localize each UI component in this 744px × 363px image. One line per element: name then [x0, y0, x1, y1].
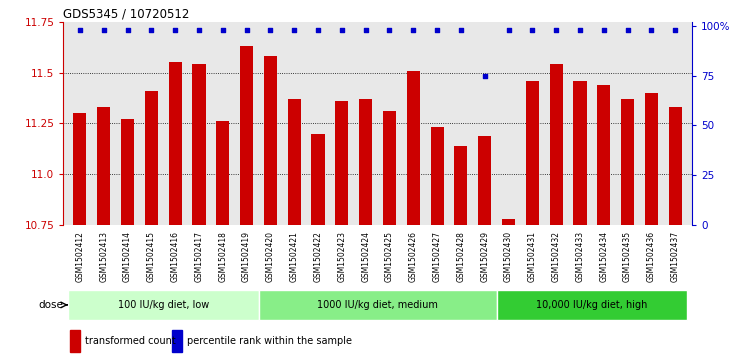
Point [240, 27, 252, 33]
Bar [145, 91, 158, 225]
Text: 10,000 IU/kg diet, high: 10,000 IU/kg diet, high [536, 300, 647, 310]
Point [455, 27, 467, 33]
Bar [526, 81, 539, 225]
Bar [336, 101, 348, 225]
Bar [359, 99, 372, 225]
Point [646, 27, 658, 33]
Bar [597, 85, 610, 225]
Bar [431, 127, 443, 225]
Bar [478, 136, 491, 225]
Point [97, 27, 109, 33]
Text: percentile rank within the sample: percentile rank within the sample [187, 336, 352, 346]
Bar [497, 290, 687, 320]
Bar [455, 146, 467, 225]
Bar [169, 62, 182, 225]
Bar [669, 107, 682, 225]
Point [432, 27, 443, 33]
Text: GDS5345 / 10720512: GDS5345 / 10720512 [63, 8, 190, 21]
Point [193, 27, 205, 33]
Bar [74, 113, 86, 225]
Bar [574, 81, 586, 225]
Bar [97, 107, 110, 225]
Bar [288, 99, 301, 225]
Point [551, 27, 562, 33]
Point [503, 27, 515, 33]
Bar [645, 93, 658, 225]
Text: transformed count: transformed count [85, 336, 176, 346]
Point [527, 27, 539, 33]
Point [336, 27, 347, 33]
Point [359, 27, 371, 33]
Point [145, 27, 157, 33]
Text: 1000 IU/kg diet, medium: 1000 IU/kg diet, medium [317, 300, 438, 310]
Point [312, 27, 324, 33]
Point [74, 27, 86, 33]
Point [264, 27, 276, 33]
Bar [240, 46, 253, 225]
Bar [550, 65, 562, 225]
Bar [502, 219, 515, 225]
Bar [68, 290, 258, 320]
Point [408, 27, 420, 33]
Bar [172, 330, 182, 352]
Bar [312, 134, 324, 225]
Point [670, 27, 682, 33]
Point [479, 73, 491, 78]
Point [288, 27, 300, 33]
Bar [407, 70, 420, 225]
Point [121, 27, 133, 33]
Point [574, 27, 586, 33]
Bar [121, 119, 134, 225]
Point [598, 27, 610, 33]
Point [622, 27, 634, 33]
Bar [258, 290, 497, 320]
Point [217, 27, 228, 33]
Bar [264, 56, 277, 225]
Text: 100 IU/kg diet, low: 100 IU/kg diet, low [118, 300, 209, 310]
Bar [71, 330, 80, 352]
Text: dose: dose [39, 300, 64, 310]
Point [169, 27, 181, 33]
Bar [193, 65, 205, 225]
Bar [621, 99, 634, 225]
Point [384, 27, 396, 33]
Bar [217, 121, 229, 225]
Bar [383, 111, 396, 225]
